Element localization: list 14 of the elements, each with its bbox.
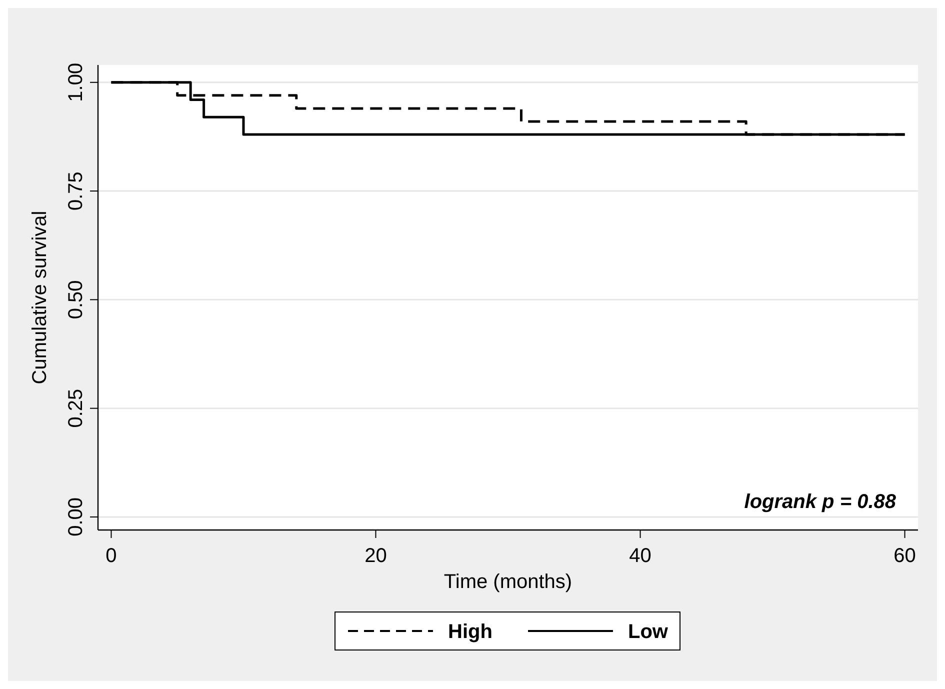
x-tick-label: 60 bbox=[894, 545, 916, 567]
legend-label: Low bbox=[628, 621, 668, 643]
y-tick-label: 0.00 bbox=[65, 497, 87, 536]
x-tick-label: 40 bbox=[629, 545, 652, 567]
legend-label: High bbox=[448, 621, 492, 643]
x-tick-label: 0 bbox=[106, 545, 117, 567]
y-tick-label: 0.75 bbox=[65, 172, 87, 210]
x-axis-title: Time (months) bbox=[444, 571, 572, 593]
y-axis-title: Cumulative survival bbox=[29, 210, 51, 384]
x-tick-label: 20 bbox=[364, 545, 387, 567]
y-tick-label: 0.25 bbox=[65, 388, 87, 428]
y-tick-label: 0.50 bbox=[65, 280, 87, 320]
y-tick-label: 1.00 bbox=[65, 62, 87, 102]
annotation: logrank p = 0.88 bbox=[744, 491, 897, 513]
